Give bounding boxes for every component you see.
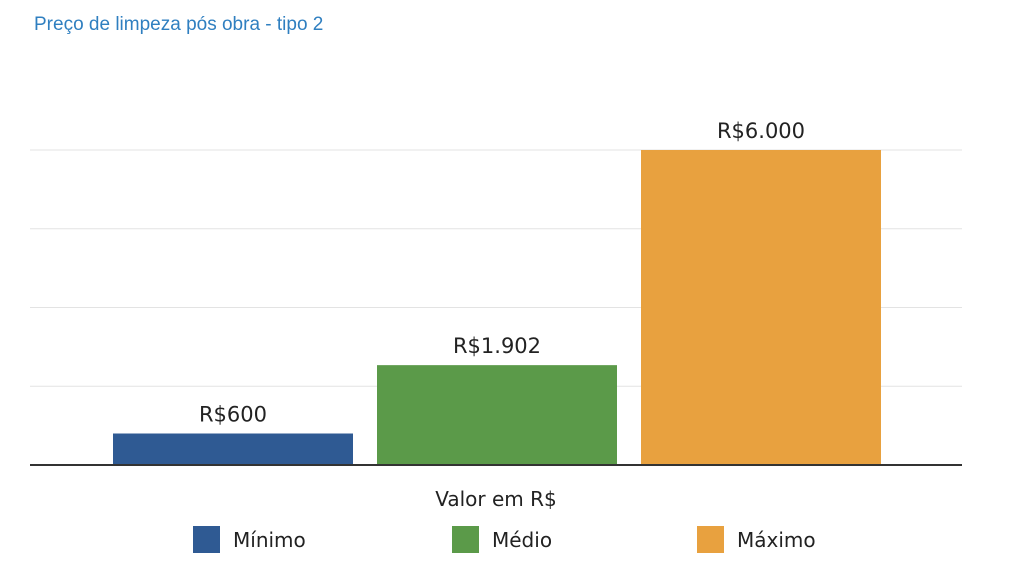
bars — [113, 150, 881, 465]
chart-title: Preço de limpeza pós obra - tipo 2 — [34, 14, 324, 35]
legend-swatch-0 — [193, 526, 220, 553]
legend-label-1: Médio — [492, 528, 552, 552]
legend-label-2: Máximo — [737, 528, 816, 552]
bar-2 — [641, 150, 881, 465]
bar-value-label-1: R$1.902 — [453, 334, 541, 358]
legend-swatch-2 — [697, 526, 724, 553]
bar-value-label-2: R$6.000 — [717, 119, 805, 143]
legend-label-0: Mínimo — [233, 528, 306, 552]
bar-1 — [377, 365, 617, 465]
legend: Mínimo Médio Máximo — [193, 526, 816, 553]
x-axis-title: Valor em R$ — [435, 487, 557, 511]
bar-0 — [113, 433, 353, 465]
legend-swatch-1 — [452, 526, 479, 553]
value-labels: R$600 R$1.902 R$6.000 — [199, 119, 805, 427]
bar-value-label-0: R$600 — [199, 403, 267, 427]
